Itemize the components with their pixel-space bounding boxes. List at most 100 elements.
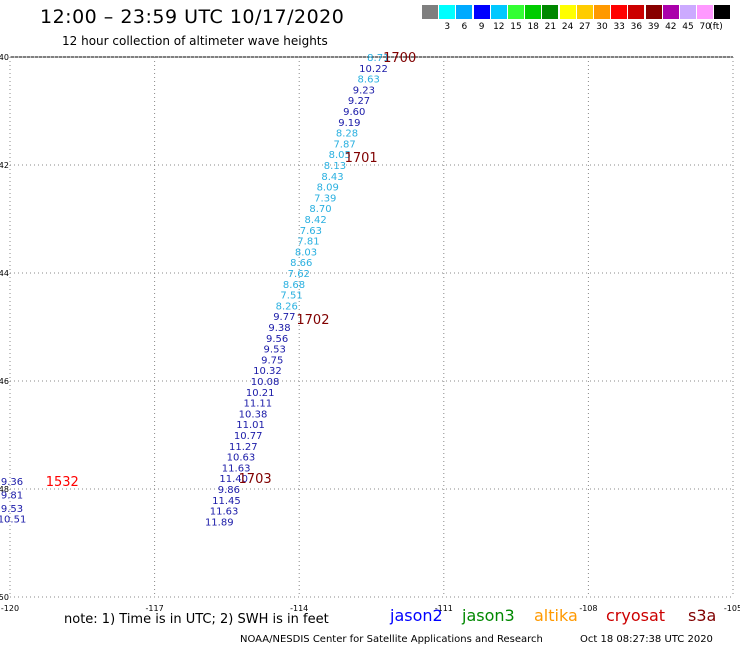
lon-tick-label: -108 [579, 604, 597, 613]
legend-label: 18 [527, 22, 539, 32]
wave-height-value: 10.51 [0, 515, 26, 526]
legend-label: 45 [682, 22, 694, 32]
satellite-altika: altika [534, 606, 578, 625]
lon-tick-label: -105 [724, 604, 740, 613]
time-label: 1532 [46, 475, 79, 490]
legend-swatch [680, 5, 696, 19]
wave-height-value: 8.09 [317, 183, 339, 194]
wave-height-value: 8.05 [329, 150, 351, 161]
legend-swatch [542, 5, 559, 19]
time-label: 1703 [239, 472, 272, 487]
satellite-s3a: s3a [688, 606, 717, 625]
legend-label: 24 [561, 22, 574, 32]
time-labels: 1700 1701 1702 1703 1532 [46, 51, 416, 490]
wave-height-value: 7.87 [333, 139, 355, 150]
track-points: 8.7110.228.639.239.279.609.198.287.878.0… [0, 53, 389, 528]
legend-label: 30 [596, 22, 608, 32]
wave-height-value: 7.63 [300, 226, 322, 237]
legend-label: 39 [647, 22, 660, 32]
legend-swatch [714, 5, 731, 19]
time-label: 1701 [345, 151, 378, 166]
legend-label: 42 [665, 22, 677, 32]
wave-height-value: 7.62 [288, 269, 310, 280]
lon-tick-label: -120 [1, 604, 19, 613]
wave-height-value: 9.60 [343, 107, 365, 118]
legend-swatch [559, 5, 576, 19]
wave-height-value: 8.43 [321, 172, 343, 183]
legend-swatch [662, 5, 679, 19]
wave-height-value: 9.81 [1, 490, 23, 501]
legend-swatch [490, 5, 507, 19]
legend-label: 21 [544, 22, 557, 32]
wave-height-value: 11.40 [219, 474, 248, 485]
wave-height-value: 11.11 [243, 399, 272, 410]
legend-label: 15 [510, 22, 522, 32]
legend-swatch [456, 5, 473, 19]
wave-height-value: 10.21 [246, 388, 275, 399]
wave-height-value: 11.63 [222, 463, 251, 474]
wave-height-value: 11.89 [205, 517, 234, 528]
legend-label: 3 [444, 22, 451, 32]
legend-swatch [611, 5, 628, 19]
wave-height-value: 8.71 [367, 53, 389, 64]
wave-height-value: 10.32 [253, 366, 282, 377]
wave-height-value: 10.38 [239, 409, 268, 420]
legend-label: 27 [579, 22, 591, 32]
wave-height-value: 8.42 [305, 215, 327, 226]
wave-height-value: 9.53 [264, 345, 286, 356]
page-subtitle: 12 hour collection of altimeter wave hei… [62, 34, 328, 48]
wave-height-value: 8.26 [276, 301, 298, 312]
wave-height-value: 8.28 [336, 129, 358, 140]
wave-height-value: 7.51 [280, 291, 302, 302]
credit-text: NOAA/NESDIS Center for Satellite Applica… [240, 634, 543, 645]
wave-height-value: 9.36 [1, 477, 23, 488]
wave-height-value: 7.81 [297, 237, 319, 248]
legend-label: 70 [699, 22, 711, 32]
legend-swatch [594, 5, 610, 19]
legend-label: 9 [478, 22, 485, 32]
wave-height-value: 9.27 [348, 96, 370, 107]
legend-swatch [422, 5, 438, 19]
legend-label: 33 [613, 22, 625, 32]
legend-label: 12 [493, 22, 505, 32]
page-title: 12:00 – 23:59 UTC 10/17/2020 [40, 6, 345, 28]
satellite-cryosat: cryosat [606, 606, 666, 625]
satellite-jason3: jason3 [462, 606, 515, 625]
wave-height-value: 9.38 [268, 323, 290, 334]
lon-tick-label: -117 [146, 604, 164, 613]
legend-swatch [628, 5, 645, 19]
wave-height-value: 8.03 [295, 247, 317, 258]
wave-height-value: 10.22 [359, 64, 388, 75]
wave-height-value: 9.77 [273, 312, 295, 323]
time-label: 1702 [296, 313, 329, 328]
axis-labels: -40 -42 -44 -46 -48 -50 -120 -117 -114 -111 -108 -1… [0, 53, 740, 613]
wave-height-value: 11.27 [229, 442, 258, 453]
wave-height-value: 8.68 [283, 280, 305, 291]
wave-height-value: 10.63 [227, 453, 256, 464]
lat-tick-label: -48 [0, 485, 9, 494]
legend-swatch [439, 5, 456, 19]
wave-height-value: 8.13 [324, 161, 346, 172]
legend-swatch [697, 5, 714, 19]
lat-tick-label: -40 [0, 53, 9, 62]
legend-swatch [645, 5, 662, 19]
legend-unit: (ft) [709, 22, 723, 32]
wave-height-value: 9.53 [1, 504, 23, 515]
wave-height-value: 11.63 [210, 507, 239, 518]
lat-tick-label: -50 [0, 593, 9, 602]
time-label: 1700 [383, 51, 416, 66]
wave-height-value: 8.63 [358, 75, 380, 86]
wave-height-value: 9.56 [266, 334, 288, 345]
wave-height-value: 11.45 [212, 496, 241, 507]
wave-height-value: 7.39 [314, 193, 336, 204]
legend-label: 36 [630, 22, 643, 32]
wave-height-value: 8.70 [309, 204, 331, 215]
lat-tick-label: -46 [0, 377, 9, 386]
wave-height-value: 10.08 [251, 377, 280, 388]
legend-label: 6 [461, 22, 468, 32]
legend-swatch [525, 5, 542, 19]
legend-swatch [508, 5, 524, 19]
lat-tick-label: -42 [0, 161, 9, 170]
wave-height-value: 9.23 [353, 85, 375, 96]
